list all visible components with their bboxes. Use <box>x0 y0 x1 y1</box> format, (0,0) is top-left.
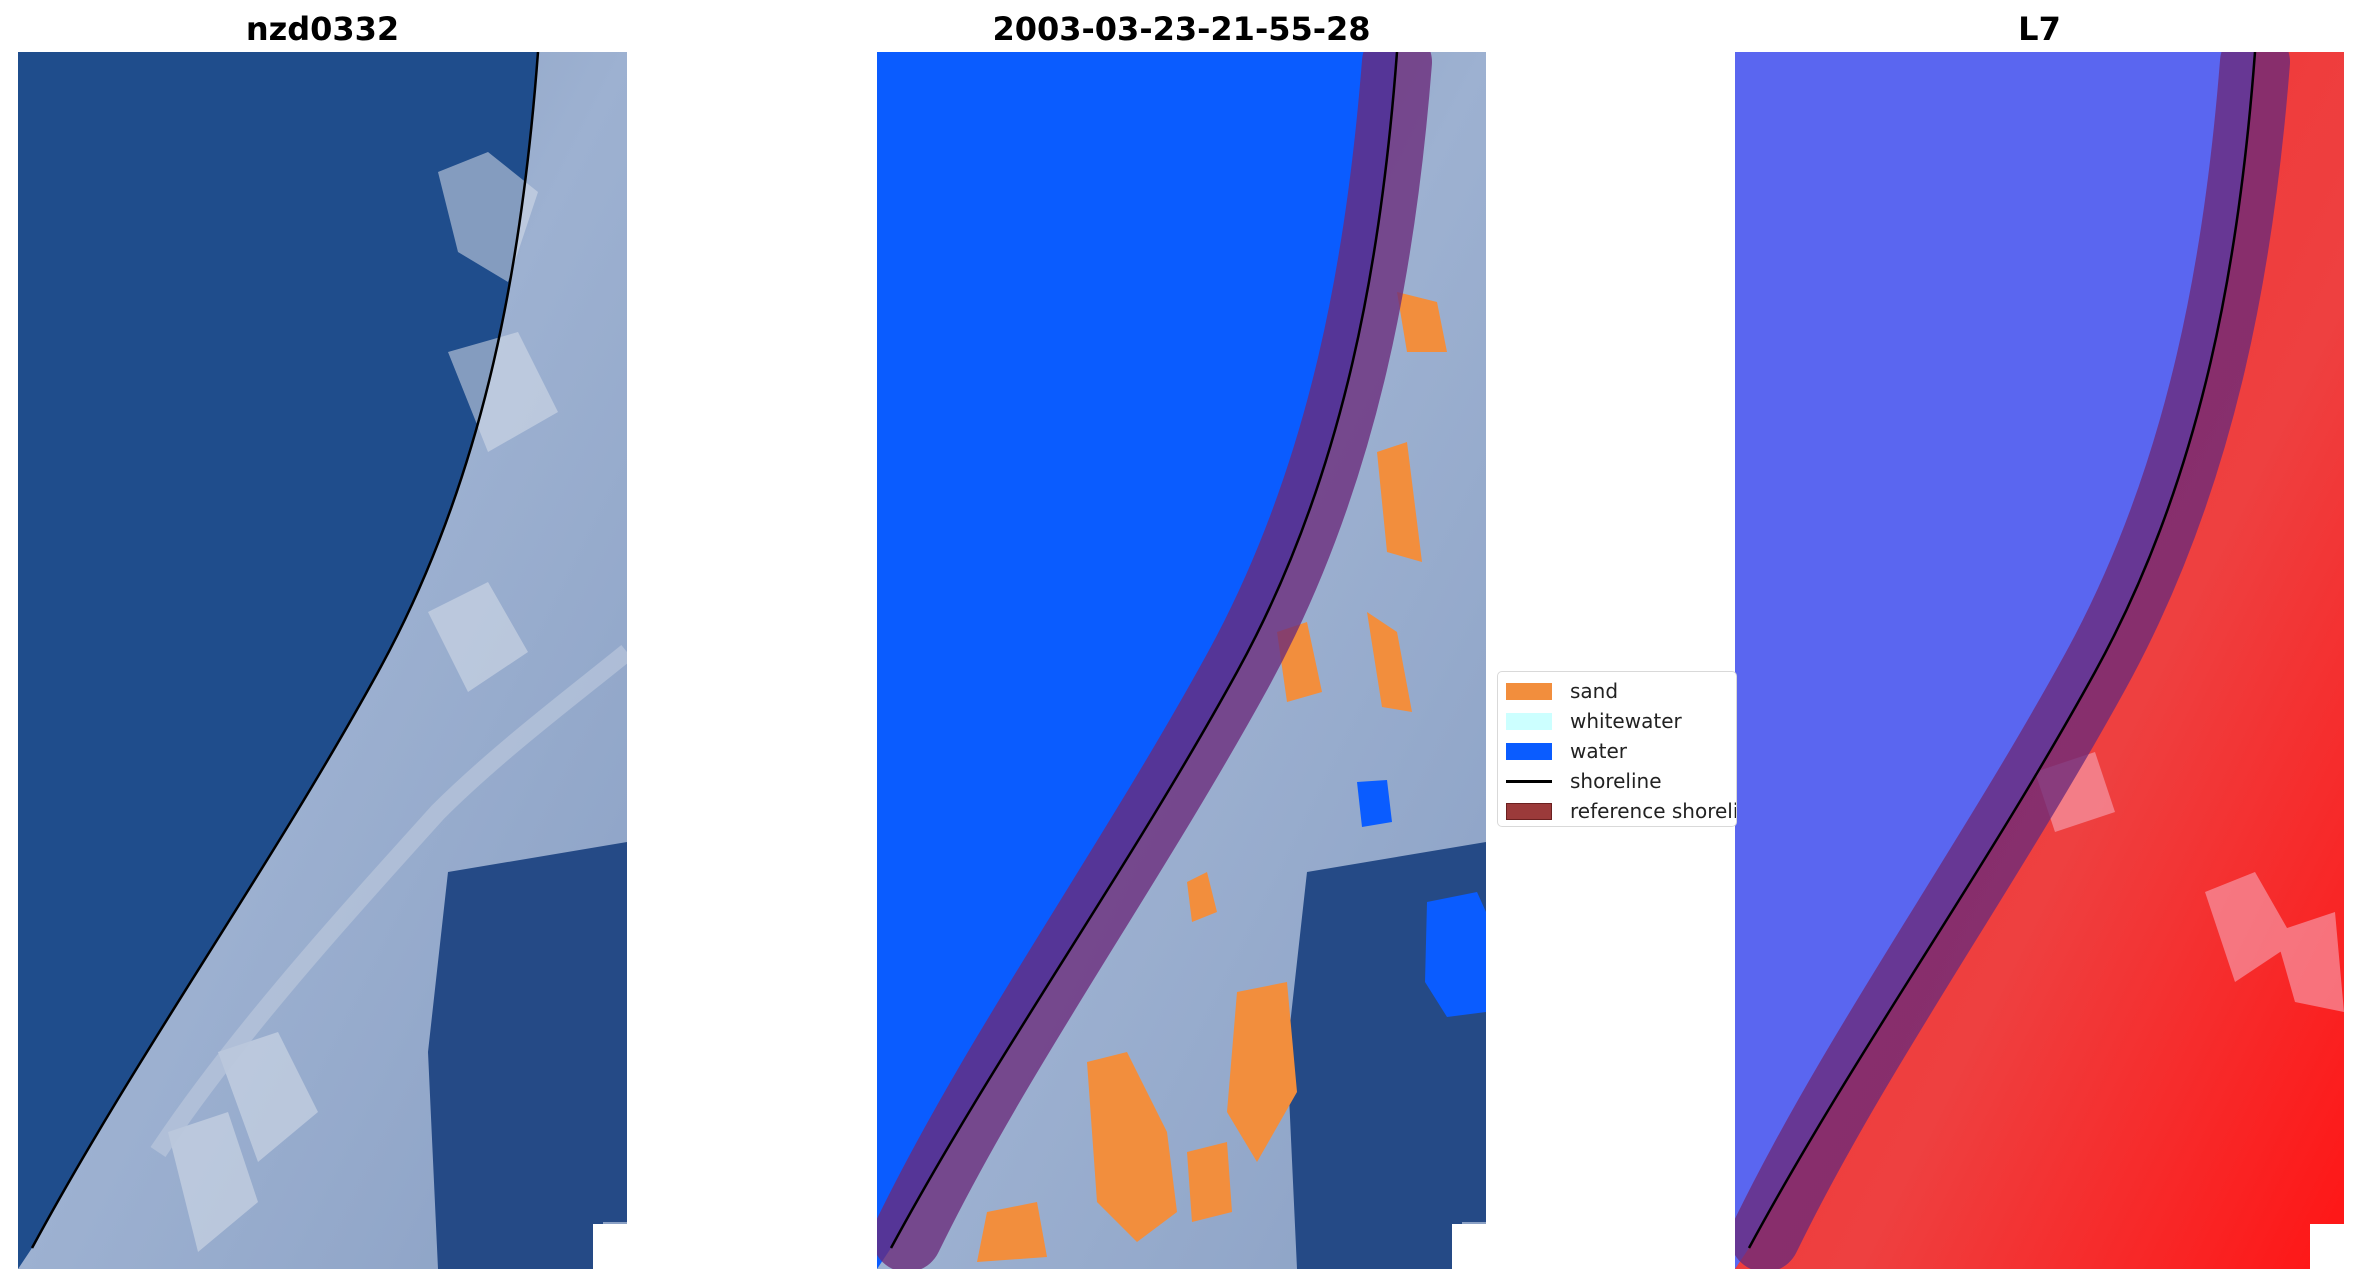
legend-label: reference shoreline <box>1570 799 1736 823</box>
legend: sand whitewater water shoreline referenc… <box>1497 671 1737 827</box>
river-valley <box>150 645 627 1157</box>
whitewater-swatch <box>1506 712 1552 730</box>
water-swatch <box>1506 742 1552 760</box>
legend-label: shoreline <box>1570 769 1662 793</box>
legend-item-reference-shoreline: reference shoreline <box>1506 796 1736 826</box>
legend-item-water: water <box>1506 736 1627 766</box>
water-index-area <box>1735 52 2255 1269</box>
nodata-corner <box>593 1224 627 1269</box>
panel-title-classified: 2003-03-23-21-55-28 <box>992 10 1371 48</box>
rgb-image-panel <box>18 52 627 1269</box>
legend-item-sand: sand <box>1506 676 1618 706</box>
legend-label: water <box>1570 739 1627 763</box>
shoreline-curve <box>889 52 1399 1249</box>
legend-label: whitewater <box>1570 709 1682 733</box>
nodata-corner <box>1452 1224 1486 1269</box>
forest-area <box>428 842 627 1269</box>
shoreline-curve <box>1747 52 2257 1249</box>
panel-title-index: L7 <box>2018 10 2061 48</box>
nodata-corner <box>2310 1224 2344 1269</box>
shoreline-curve <box>30 52 540 1249</box>
sea-area <box>18 52 538 1269</box>
sand-swatch <box>1506 682 1552 700</box>
legend-item-whitewater: whitewater <box>1506 706 1682 736</box>
panel-title-rgb: nzd0332 <box>245 10 400 48</box>
shoreline-line-swatch <box>1506 779 1552 783</box>
legend-item-shoreline: shoreline <box>1506 766 1662 796</box>
land-index-highlights <box>2035 752 2344 1012</box>
water-class-area <box>877 52 1397 1269</box>
reference-shoreline-swatch <box>1506 802 1552 820</box>
index-image-panel <box>1735 52 2344 1269</box>
water-class-lake <box>1357 780 1486 1017</box>
classified-image-panel <box>877 52 1486 1269</box>
legend-label: sand <box>1570 679 1619 703</box>
terrain-ridges <box>168 152 558 1252</box>
